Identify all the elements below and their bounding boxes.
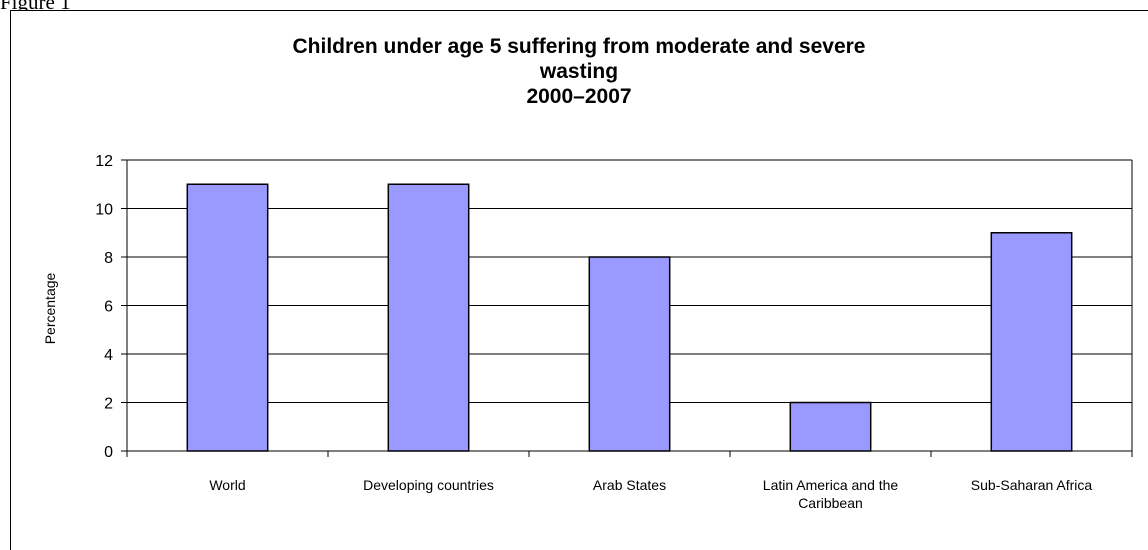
x-category-label: Arab States	[593, 477, 666, 493]
chart-title: Children under age 5 suffering from mode…	[10, 34, 1148, 109]
y-axis-title: Percentage	[42, 272, 58, 344]
bars	[186, 183, 1073, 452]
y-tick-label: 6	[104, 299, 113, 316]
y-tick-label: 12	[95, 153, 113, 170]
x-category-label: World	[209, 477, 245, 493]
y-tick-label: 2	[104, 396, 113, 413]
bar	[990, 232, 1073, 452]
bar	[588, 256, 671, 452]
y-tick-label: 0	[104, 444, 113, 461]
chart-title-line-2: wasting	[539, 60, 619, 83]
axes	[121, 159, 1133, 457]
x-category-label: Latin America and the	[763, 477, 899, 493]
x-category-label: Developing countries	[363, 477, 494, 493]
bar	[387, 183, 470, 452]
y-tick-label: 10	[95, 202, 113, 219]
x-category-label: Sub-Saharan Africa	[971, 477, 1093, 493]
chart-title-line-3: 2000–2007	[526, 85, 632, 108]
bar	[186, 183, 269, 452]
bar-chart: 0 2 4 6 8 10 12 World Developing countries Arab S…	[42, 153, 1133, 511]
labels: 0 2 4 6 8 10 12 World Developing countries Arab S…	[42, 153, 1092, 511]
x-category-label: Caribbean	[798, 495, 863, 511]
chart-title-line-1: Children under age 5 suffering from mode…	[292, 35, 866, 58]
bar	[789, 401, 872, 452]
y-tick-label: 8	[104, 250, 113, 267]
y-tick-label: 4	[104, 347, 113, 364]
